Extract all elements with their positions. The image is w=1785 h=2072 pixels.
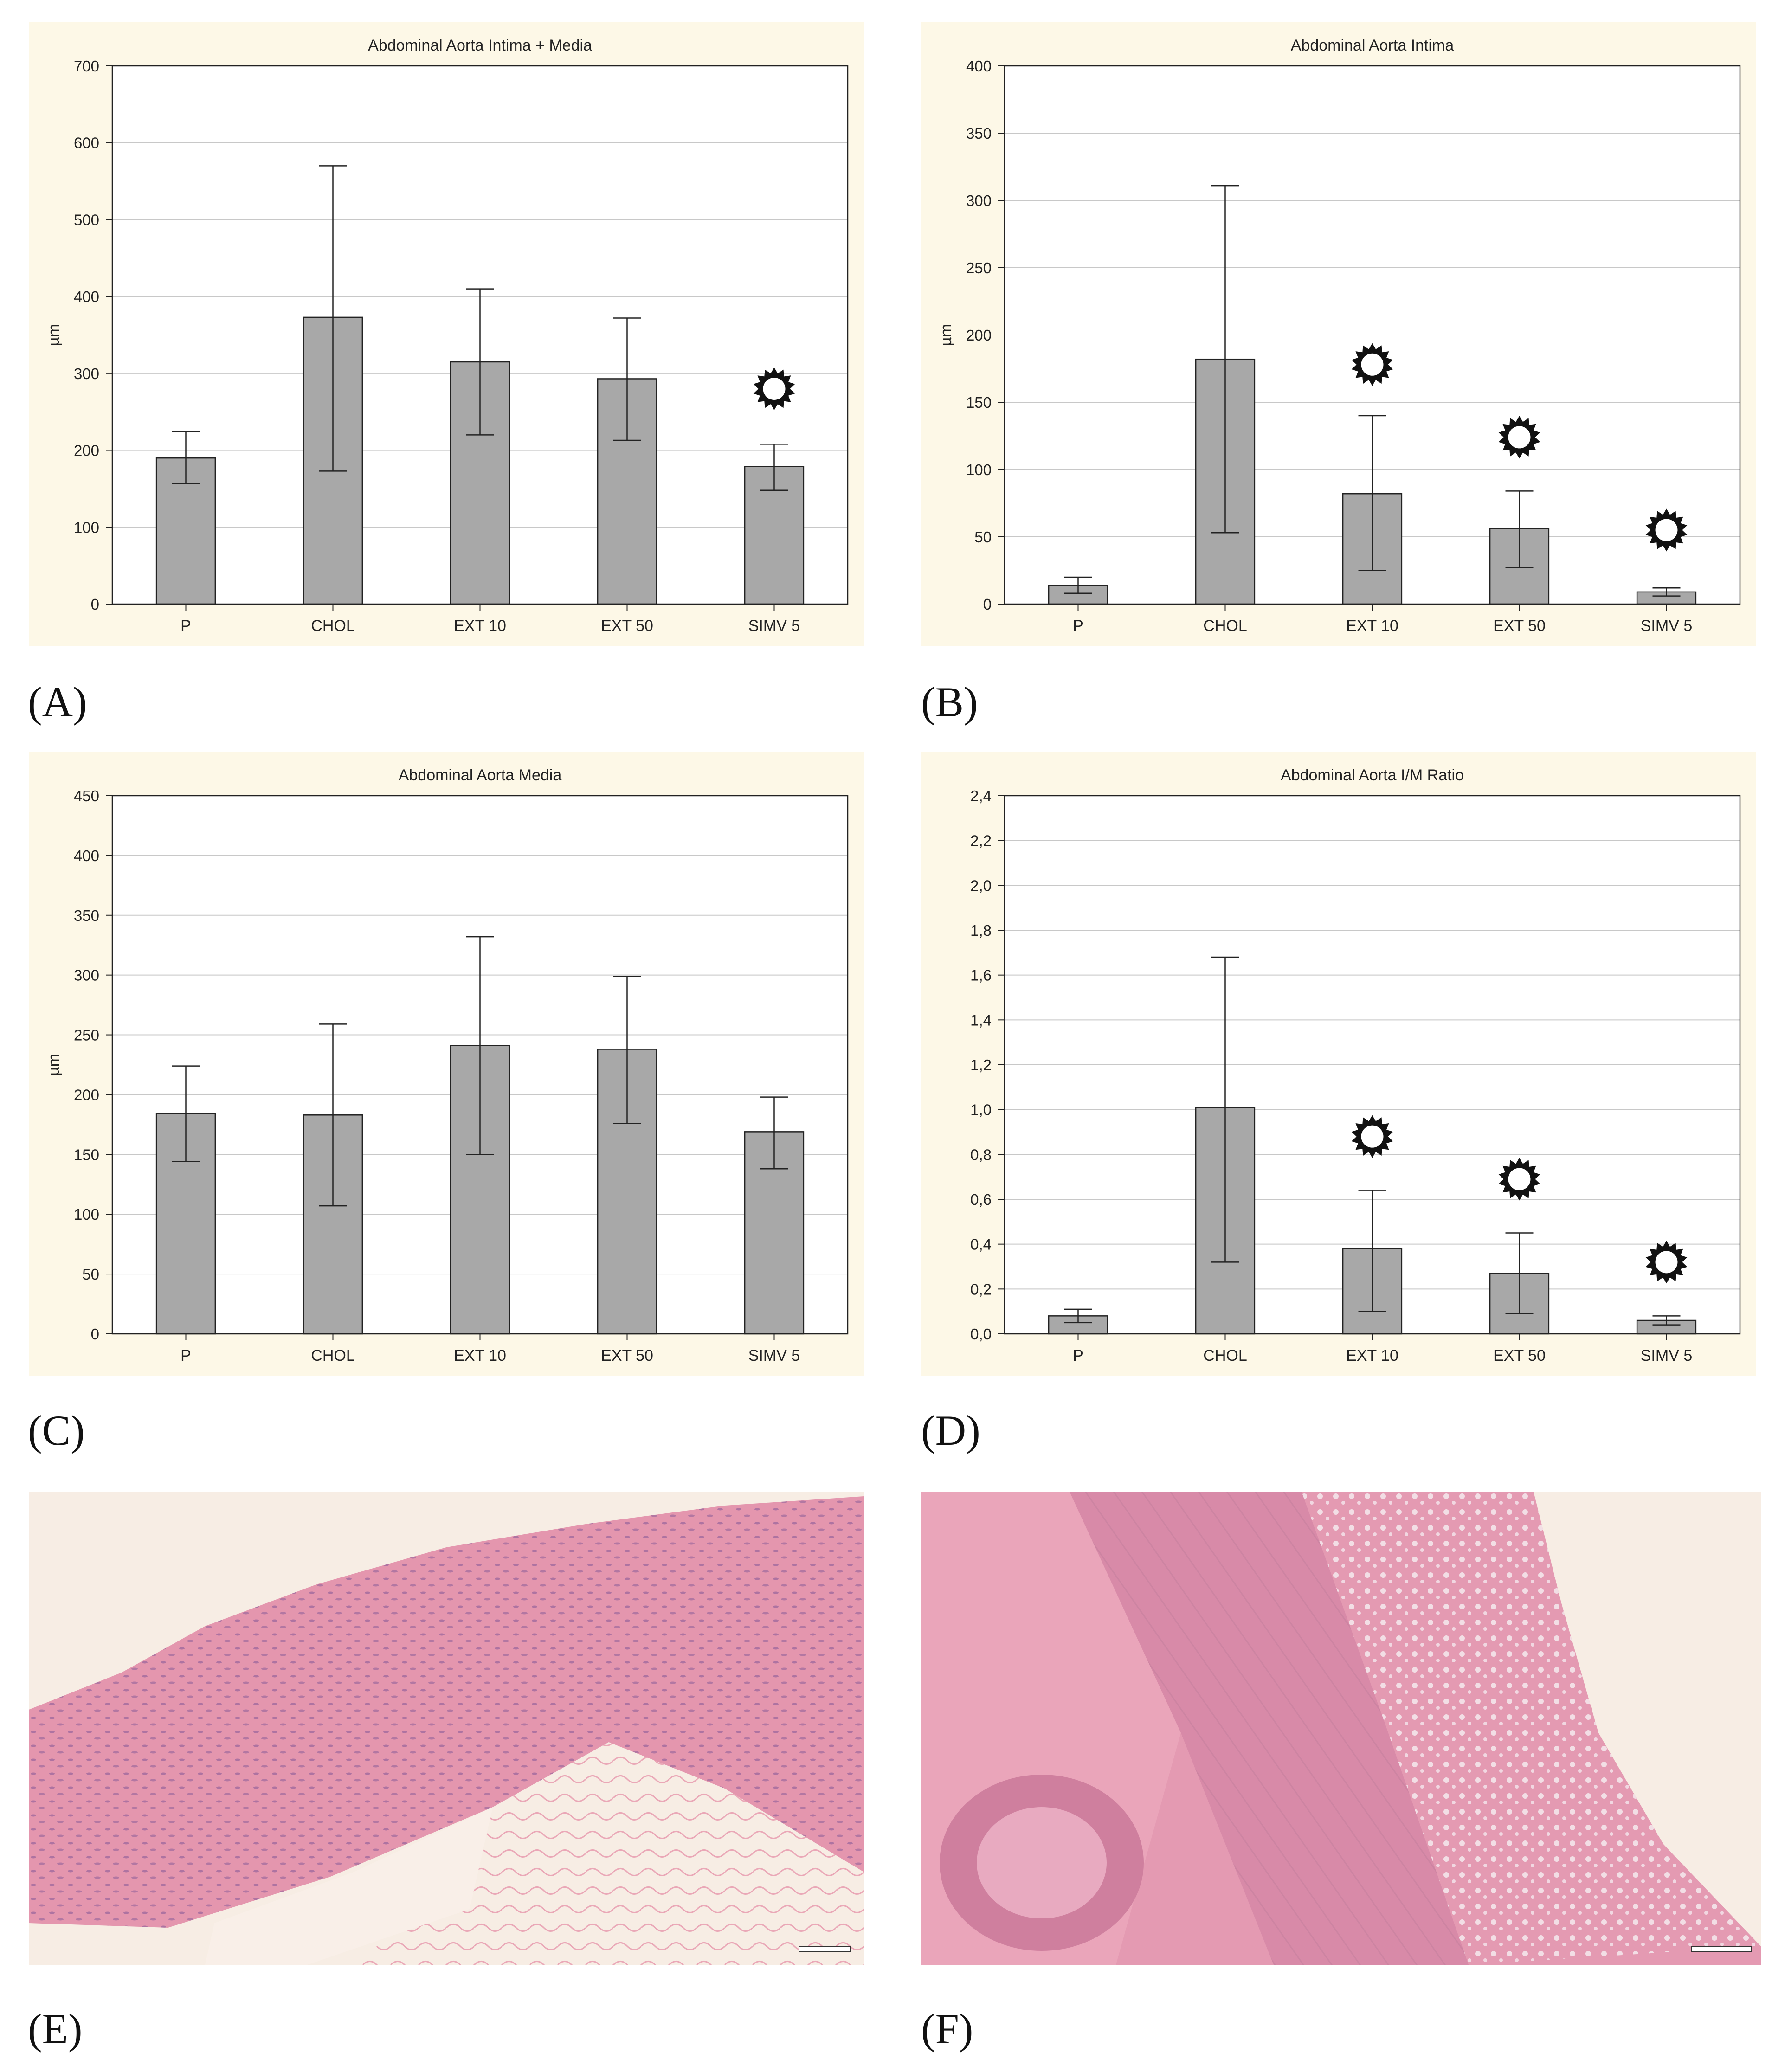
y-tick-label: 0 — [91, 596, 99, 613]
chart-d: Abdominal Aorta I/M Ratio 0,0 0,2 0,4 0,6 0,8… — [921, 752, 1756, 1376]
x-tick-label: P — [1073, 617, 1083, 635]
x-tick-label: P — [1073, 1347, 1083, 1364]
y-tick-label: 200 — [74, 1086, 99, 1103]
y-tick-label: 50 — [974, 528, 992, 546]
chart-panel-c: Abdominal Aorta Media 0 50 100 150 200 250 300 3… — [29, 752, 864, 1376]
x-tick-label: SIMV 5 — [1641, 617, 1692, 635]
x-tick-label: P — [180, 617, 191, 635]
significance-marker-inner — [1655, 1251, 1678, 1274]
plot-frame — [111, 65, 849, 605]
x-tick-label: EXT 10 — [454, 617, 506, 635]
chart-a: Abdominal Aorta Intima + Media 0 100 200 300… — [29, 22, 864, 646]
y-tick-label: 1,2 — [970, 1056, 992, 1074]
x-tick-label: CHOL — [1203, 617, 1247, 635]
significance-marker-inner — [1361, 353, 1384, 376]
panel-label-d: (D) — [921, 1407, 980, 1454]
y-tick-label: 2,0 — [970, 877, 992, 894]
y-tick-label: 450 — [74, 787, 99, 804]
chart-panel-d: Abdominal Aorta I/M Ratio 0,0 0,2 0,4 0,6 0,8… — [921, 752, 1756, 1376]
significance-marker-inner — [1361, 1125, 1384, 1148]
y-tick-label: 150 — [966, 394, 992, 411]
y-tick-label: 2,4 — [970, 787, 992, 804]
y-tick-label: 0 — [983, 596, 992, 613]
x-tick-label: EXT 50 — [601, 617, 653, 635]
histology-image-e — [29, 1492, 864, 1965]
y-tick-label: 0,4 — [970, 1236, 992, 1253]
y-tick-label: 250 — [966, 259, 992, 277]
y-tick-label: 0 — [91, 1326, 99, 1343]
chart-title: Abdominal Aorta Intima + Media — [368, 37, 592, 54]
plot-frame — [1004, 795, 1741, 1335]
x-tick-label: EXT 50 — [1493, 1347, 1546, 1364]
y-tick-label: 100 — [74, 1206, 99, 1223]
chart-panel-a: Abdominal Aorta Intima + Media 0 100 200 300… — [29, 22, 864, 646]
significance-marker-inner — [1508, 1168, 1531, 1190]
plot-frame — [111, 795, 849, 1335]
x-tick-label: CHOL — [311, 1347, 354, 1364]
chart-panel-b: Abdominal Aorta Intima 0 50 100 150 200 250 300… — [921, 22, 1756, 646]
chart-title: Abdominal Aorta I/M Ratio — [1281, 766, 1464, 784]
x-tick-label: EXT 10 — [1346, 617, 1398, 635]
y-tick-label: 600 — [74, 135, 99, 152]
y-tick-label: 300 — [966, 192, 992, 209]
y-tick-label: 300 — [74, 967, 99, 984]
y-tick-label: 0,8 — [970, 1146, 992, 1163]
y-tick-label: 1,4 — [970, 1011, 992, 1029]
y-axis-label: µm — [45, 324, 63, 346]
y-tick-label: 2,2 — [970, 832, 992, 849]
chart-c: Abdominal Aorta Media 0 50 100 150 200 250 300 3… — [29, 752, 864, 1376]
x-tick-label: SIMV 5 — [748, 1347, 800, 1364]
x-tick-label: EXT 10 — [1346, 1347, 1398, 1364]
y-tick-label: 100 — [74, 519, 99, 536]
x-tick-label: SIMV 5 — [1641, 1347, 1692, 1364]
y-tick-label: 350 — [966, 125, 992, 142]
y-tick-label: 1,0 — [970, 1101, 992, 1119]
x-tick-label: CHOL — [311, 617, 354, 635]
x-tick-label: EXT 10 — [454, 1347, 506, 1364]
y-tick-label: 500 — [74, 211, 99, 228]
plot-frame — [1004, 65, 1741, 605]
y-tick-label: 1,6 — [970, 967, 992, 984]
x-tick-label: CHOL — [1203, 1347, 1247, 1364]
panel-label-b: (B) — [921, 678, 978, 726]
y-axis-label: µm — [937, 324, 955, 346]
y-tick-label: 400 — [74, 288, 99, 305]
y-axis-label: µm — [45, 1054, 63, 1076]
y-tick-label: 0,0 — [970, 1326, 992, 1343]
panel-label-e: (E) — [28, 2005, 83, 2053]
y-tick-label: 200 — [74, 442, 99, 459]
y-tick-label: 150 — [74, 1146, 99, 1163]
y-tick-label: 100 — [966, 461, 992, 478]
panel-label-f: (F) — [921, 2005, 973, 2053]
y-tick-label: 250 — [74, 1027, 99, 1044]
y-tick-label: 350 — [74, 907, 99, 924]
y-tick-label: 50 — [82, 1266, 99, 1283]
y-tick-label: 0,2 — [970, 1281, 992, 1298]
panel-label-c: (C) — [28, 1407, 85, 1454]
chart-b: Abdominal Aorta Intima 0 50 100 150 200 250 300… — [921, 22, 1756, 646]
y-tick-label: 700 — [74, 58, 99, 75]
x-tick-label: EXT 50 — [1493, 617, 1546, 635]
significance-marker-inner — [1508, 426, 1531, 449]
y-tick-label: 200 — [966, 327, 992, 344]
chart-title: Abdominal Aorta Media — [399, 766, 562, 784]
histology-image-f — [921, 1492, 1761, 1965]
panel-label-a: (A) — [28, 678, 87, 726]
chart-title: Abdominal Aorta Intima — [1291, 37, 1454, 54]
y-tick-label: 300 — [74, 365, 99, 382]
x-tick-label: EXT 50 — [601, 1347, 653, 1364]
x-tick-label: SIMV 5 — [748, 617, 800, 635]
y-tick-label: 1,8 — [970, 922, 992, 939]
significance-marker-inner — [763, 378, 786, 400]
y-tick-label: 400 — [966, 58, 992, 75]
y-tick-label: 0,6 — [970, 1191, 992, 1208]
x-tick-label: P — [180, 1347, 191, 1364]
y-tick-label: 400 — [74, 847, 99, 864]
significance-marker-inner — [1655, 519, 1678, 541]
